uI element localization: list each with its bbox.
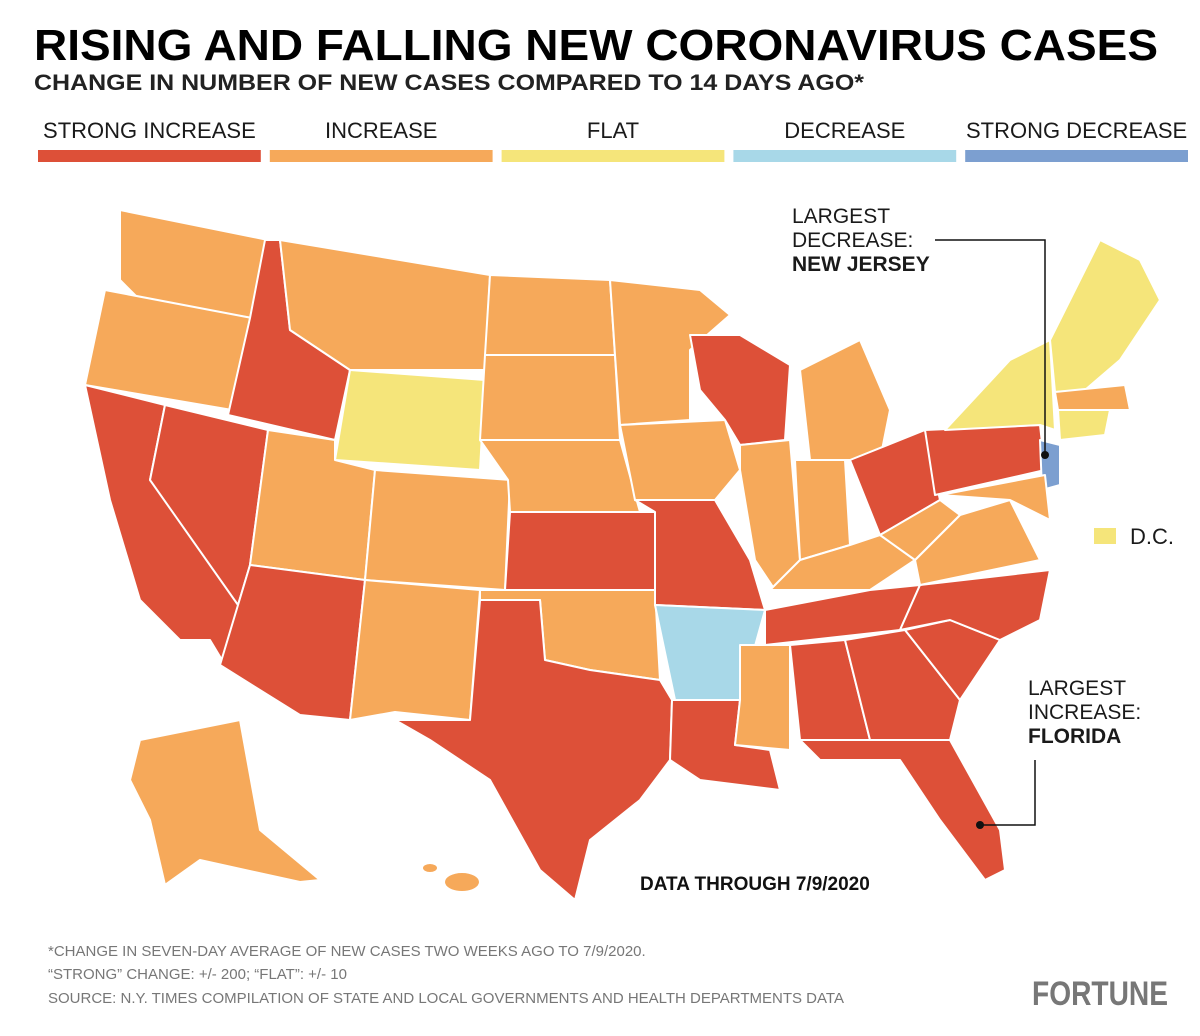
state-region bbox=[364, 469, 511, 591]
state-region bbox=[619, 419, 741, 501]
state-region bbox=[609, 279, 731, 426]
footnote: *CHANGE IN SEVEN-DAY AVERAGE OF NEW CASE… bbox=[48, 943, 646, 960]
state-region bbox=[421, 862, 439, 874]
callout-line bbox=[935, 239, 1046, 452]
state-region bbox=[944, 339, 1056, 431]
state-region bbox=[1049, 239, 1161, 393]
subtitle: CHANGE IN NUMBER OF NEW CASES COMPARED T… bbox=[34, 70, 864, 95]
annotation-block: LARGEST INCREASE: FLORIDA bbox=[1028, 677, 1148, 749]
state-region bbox=[799, 739, 1006, 881]
legend-swatch bbox=[501, 150, 725, 162]
title: RISING AND FALLING NEW CORONAVIRUS CASES bbox=[34, 21, 1158, 70]
state-region bbox=[279, 239, 491, 371]
legend-swatch bbox=[269, 150, 493, 162]
annotation-state: NEW JERSEY bbox=[792, 253, 930, 276]
state-region bbox=[794, 459, 851, 561]
state-region bbox=[394, 599, 673, 901]
legend-label: INCREASE bbox=[325, 118, 437, 143]
footnote: SOURCE: N.Y. TIMES COMPILATION OF STATE … bbox=[48, 990, 844, 1007]
state-region bbox=[844, 629, 961, 741]
brand: FORTUNE bbox=[1032, 975, 1168, 1013]
data-through: DATA THROUGH 7/9/2020 bbox=[640, 874, 870, 895]
state-region bbox=[504, 511, 656, 591]
annotation-block: LARGEST DECREASE: NEW JERSEY bbox=[792, 205, 1012, 277]
state-region bbox=[634, 499, 766, 611]
state-region bbox=[484, 274, 616, 356]
state-region bbox=[129, 719, 321, 886]
annotation-state: FLORIDA bbox=[1028, 725, 1122, 748]
state-region bbox=[1054, 384, 1131, 411]
dc-swatch bbox=[1092, 526, 1118, 546]
state-region bbox=[879, 499, 961, 561]
callout-dot bbox=[976, 821, 984, 829]
legend-label: DECREASE bbox=[784, 118, 905, 143]
legend-swatch bbox=[38, 150, 261, 162]
legend-label: STRONG DECREASE bbox=[966, 118, 1187, 143]
legend-label: STRONG INCREASE bbox=[43, 118, 256, 143]
us-map bbox=[84, 209, 1161, 901]
state-region bbox=[734, 644, 791, 751]
state-region bbox=[479, 354, 621, 441]
state-region bbox=[1057, 409, 1111, 441]
state-region bbox=[799, 339, 891, 461]
legend-swatch bbox=[733, 150, 957, 162]
annotation-heading: LARGEST DECREASE: bbox=[792, 205, 914, 252]
dc-label: D.C. bbox=[1130, 524, 1174, 549]
legend-swatch bbox=[965, 150, 1188, 162]
state-region bbox=[939, 474, 1051, 521]
legend-label: FLAT bbox=[587, 118, 639, 143]
state-region bbox=[443, 871, 481, 893]
callout-dot bbox=[1041, 451, 1049, 459]
state-region bbox=[349, 579, 481, 721]
state-region bbox=[334, 369, 486, 471]
annotation-heading: LARGEST INCREASE: bbox=[1028, 677, 1142, 724]
callout-line bbox=[982, 760, 1036, 826]
footnote: “STRONG” CHANGE: +/- 200; “FLAT”: +/- 10 bbox=[48, 966, 347, 983]
